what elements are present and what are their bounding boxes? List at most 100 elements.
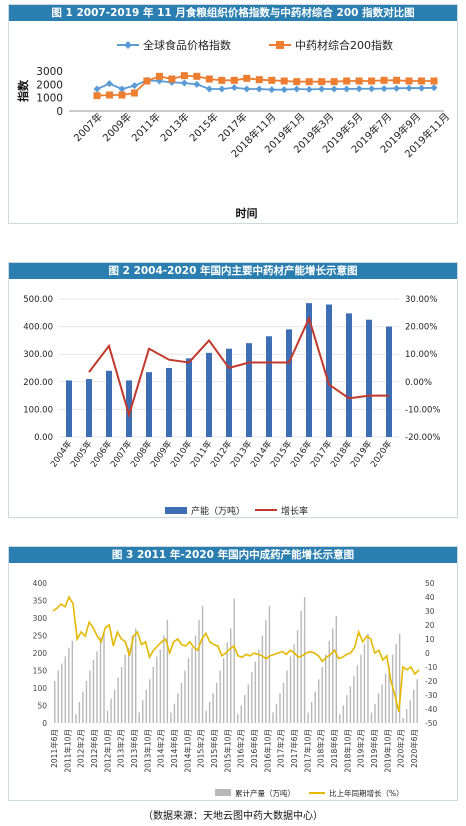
bar [127, 647, 130, 723]
data-point [305, 78, 313, 86]
x-tick-label: 2016年2月 [236, 729, 246, 768]
bar [405, 709, 408, 723]
legend-label-bar: 累计产量（万吨） [235, 788, 295, 798]
x-tick-label: 2011年 [129, 110, 163, 144]
growth-rate-line [52, 595, 420, 712]
data-point [143, 77, 151, 85]
y2-tick-label: 30.00% [405, 295, 437, 305]
y2-tick-label: -20.00% [405, 433, 440, 443]
bar [106, 370, 112, 437]
bar [205, 710, 207, 723]
y2-tick-label: -30 [425, 691, 437, 700]
bar [398, 633, 401, 723]
bar [166, 368, 172, 437]
chart-1-plot: 全球食品价格指数 中药材综合200指数0100020003000指数2007年20… [16, 38, 452, 220]
bar [413, 689, 415, 723]
y-tick-label: 300.00 [23, 350, 53, 360]
bar [265, 619, 267, 723]
y-tick-label: 400 [33, 579, 48, 588]
y2-tick-label: 20 [425, 621, 435, 630]
y-tick-label: 150 [33, 667, 48, 676]
x-tick-label: 2014年2月 [156, 729, 166, 768]
data-point [343, 77, 351, 85]
bar [170, 712, 172, 723]
bar [251, 672, 253, 723]
bar [66, 380, 72, 437]
chart-2-plot: 0.00 100.00 200.00 300.00 400.00 500.00 -20.00… [23, 295, 440, 517]
legend-label-0: 全球食品价格指数 [143, 38, 231, 52]
bar [215, 682, 218, 723]
data-point [205, 75, 213, 83]
bar [307, 712, 309, 723]
bar [146, 372, 152, 437]
y-tick-label: 500.00 [23, 295, 53, 305]
y2-tick-label: 10 [425, 635, 435, 644]
data-point [293, 78, 301, 86]
data-point [243, 74, 251, 82]
data-point [93, 85, 101, 93]
data-point [330, 78, 338, 86]
y-tick-label: 2000 [36, 79, 63, 91]
data-point [368, 85, 376, 93]
bar [103, 633, 105, 723]
y-tick-label: 100 [33, 684, 48, 693]
x-tick-label: 2018年2月 [316, 729, 326, 768]
data-point [205, 85, 213, 93]
data-point [430, 77, 438, 85]
bar [374, 703, 376, 723]
data-point [318, 85, 326, 93]
y2-tick-label: 10.00% [405, 350, 437, 360]
bar [384, 674, 387, 723]
y-tick-label: 0 [42, 719, 47, 728]
bar [335, 616, 337, 723]
bar [261, 635, 264, 723]
data-point [405, 77, 413, 85]
bar [342, 705, 345, 723]
bar [247, 684, 250, 723]
bar [388, 665, 390, 723]
bar [366, 319, 372, 437]
chart-panel-1: 图 1 2007-2019 年 11 月食粮组织价格指数与中药材综合 200 指… [8, 4, 458, 224]
x-tick-label: 2007年 [71, 110, 105, 144]
data-point [430, 84, 438, 92]
x-axis-title: 时间 [236, 206, 258, 220]
bar [356, 665, 359, 723]
bar [75, 714, 77, 723]
bar [268, 605, 271, 723]
data-point [118, 91, 126, 99]
bar [381, 684, 383, 723]
bar [226, 642, 228, 723]
chart-panel-3: 图 3 2011 年-2020 年国内中成药产能增长示意图 0 50 100 150 2… [8, 546, 458, 801]
data-point [255, 76, 263, 84]
data-point [330, 85, 338, 93]
y-tick-label: 0 [56, 106, 63, 118]
data-point [243, 85, 251, 93]
data-point [280, 86, 288, 94]
data-point [218, 85, 226, 93]
y2-tick-label: 20.00% [405, 323, 437, 333]
bar [166, 619, 169, 723]
data-point [130, 89, 138, 97]
bar [186, 358, 192, 437]
bar [208, 702, 211, 723]
bar [61, 663, 63, 723]
data-point [230, 76, 238, 84]
x-tick-label: 2015年2月 [196, 729, 206, 768]
y2-tick-label: 30 [425, 607, 435, 616]
bar [126, 380, 132, 437]
bar [321, 667, 323, 723]
bar [286, 670, 288, 723]
bar [222, 658, 225, 723]
bar [246, 343, 252, 437]
bar [237, 714, 239, 723]
data-point [293, 85, 301, 93]
x-tick-label: 2017年10月 [302, 729, 312, 773]
bar [326, 304, 332, 437]
x-tick-label: 2012年6月 [89, 729, 99, 768]
bar [71, 640, 74, 723]
bar [219, 670, 221, 723]
data-point [180, 72, 188, 80]
bar [57, 670, 59, 723]
growth-rate-line [88, 315, 389, 419]
data-point [130, 82, 138, 90]
